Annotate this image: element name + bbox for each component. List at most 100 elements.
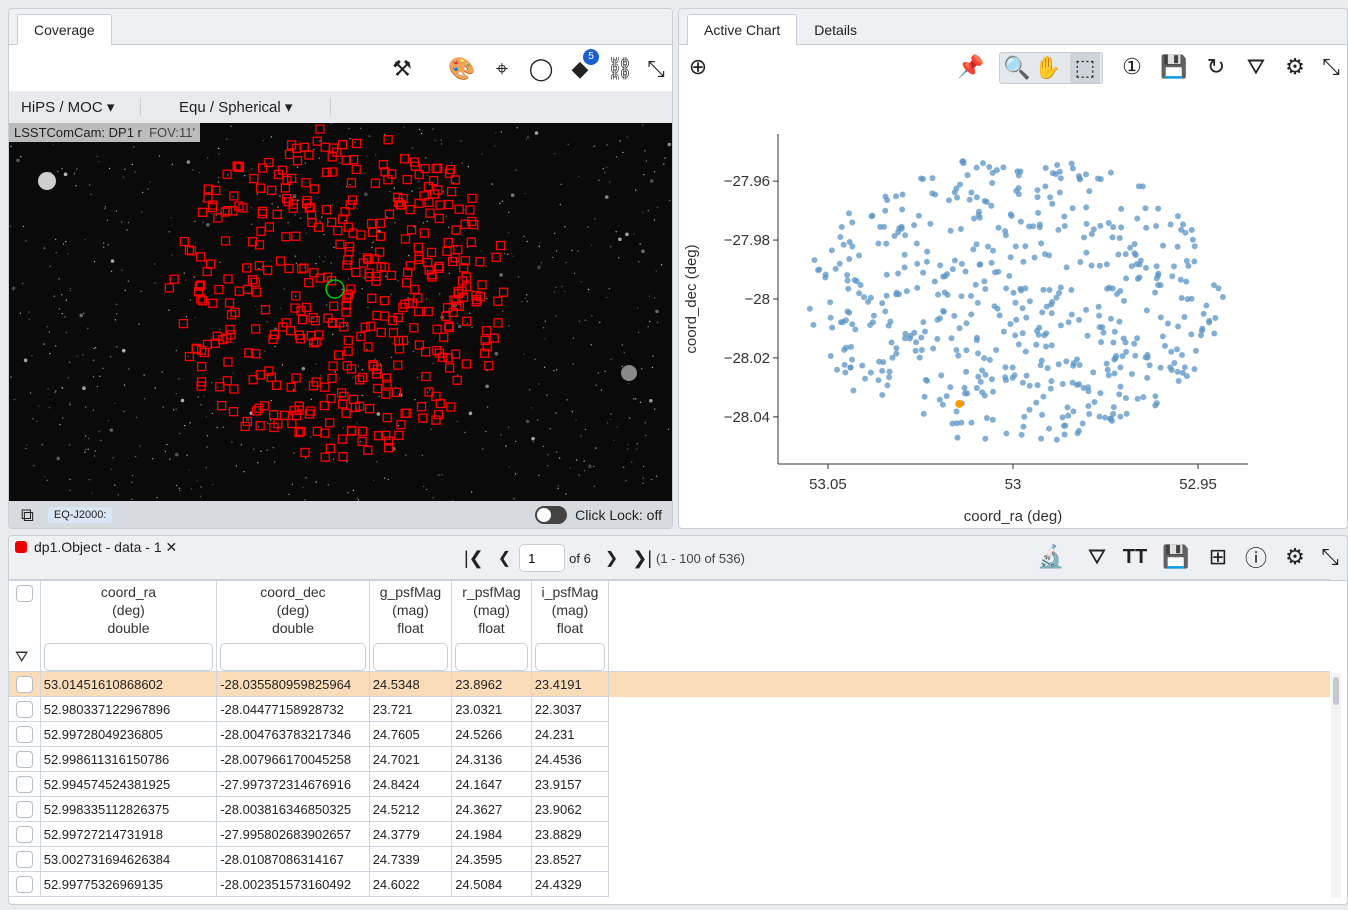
catalog-marker[interactable]	[469, 219, 479, 230]
scatter-point[interactable]	[1061, 431, 1068, 438]
scatter-point[interactable]	[1039, 309, 1046, 316]
scatter-point[interactable]	[1167, 221, 1174, 228]
scatter-point[interactable]	[867, 369, 874, 376]
scatter-point[interactable]	[883, 292, 890, 299]
catalog-marker[interactable]	[426, 270, 437, 280]
catalog-marker[interactable]	[460, 256, 471, 266]
scatter-point[interactable]	[841, 346, 848, 353]
cell-coord_dec[interactable]: -28.002351573160492	[216, 871, 370, 897]
catalog-marker[interactable]	[208, 298, 218, 308]
catalog-marker[interactable]	[299, 263, 309, 273]
catalog-marker[interactable]	[343, 346, 353, 356]
scatter-point[interactable]	[993, 347, 1000, 354]
catalog-marker[interactable]	[393, 335, 404, 346]
scatter-point[interactable]	[936, 315, 943, 322]
scatter-point[interactable]	[842, 317, 849, 324]
scatter-point[interactable]	[875, 377, 882, 384]
catalog-marker[interactable]	[226, 330, 236, 340]
catalog-marker[interactable]	[257, 208, 267, 219]
scatter-point[interactable]	[1134, 335, 1141, 342]
scatter-point[interactable]	[875, 240, 882, 247]
scatter-point[interactable]	[1088, 262, 1095, 269]
catalog-marker[interactable]	[271, 380, 282, 390]
scatter-point[interactable]	[1017, 168, 1024, 175]
scatter-point[interactable]	[1183, 278, 1190, 285]
cell-r_psfMag[interactable]: 23.8962	[451, 671, 532, 697]
catalog-marker[interactable]	[268, 410, 279, 420]
scatter-point[interactable]	[884, 382, 891, 389]
scatter-point[interactable]	[1034, 382, 1041, 389]
scatter-point[interactable]	[1183, 373, 1190, 380]
catalog-marker[interactable]	[264, 366, 274, 376]
catalog-marker[interactable]	[195, 252, 206, 262]
table-title-tab[interactable]: dp1.Object - data - 1 ✕	[34, 539, 178, 555]
catalog-marker[interactable]	[375, 218, 386, 228]
catalog-marker[interactable]	[340, 207, 350, 217]
catalog-marker[interactable]	[381, 373, 392, 383]
scatter-point[interactable]	[1174, 368, 1181, 375]
column-filter-input[interactable]	[43, 643, 214, 671]
scatter-point[interactable]	[1178, 294, 1185, 301]
catalog-marker[interactable]	[384, 443, 394, 453]
catalog-marker[interactable]	[366, 321, 376, 331]
scatter-point[interactable]	[1160, 242, 1167, 249]
scatter-point[interactable]	[954, 434, 961, 441]
scatter-point[interactable]	[1127, 244, 1134, 251]
catalog-marker[interactable]	[220, 207, 230, 217]
scatter-point[interactable]	[1123, 348, 1130, 355]
catalog-marker[interactable]	[402, 174, 412, 185]
catalog-marker[interactable]	[467, 193, 477, 204]
scatter-point[interactable]	[810, 321, 817, 328]
cell-coord_dec[interactable]: -27.997372314676916	[216, 771, 370, 797]
scatter-point[interactable]	[1206, 319, 1213, 326]
scatter-point[interactable]	[990, 247, 997, 254]
catalog-marker[interactable]	[196, 377, 207, 387]
scatter-point[interactable]	[1116, 391, 1123, 398]
catalog-marker[interactable]	[313, 222, 324, 232]
scatter-point[interactable]	[1038, 240, 1045, 247]
scatter-point[interactable]	[1157, 282, 1164, 289]
scatter-point[interactable]	[951, 257, 958, 264]
catalog-marker[interactable]	[325, 418, 335, 428]
cell-i_psfMag[interactable]: 22.3037	[530, 696, 610, 722]
scatter-point[interactable]	[1003, 430, 1010, 437]
catalog-marker[interactable]	[431, 415, 441, 425]
scatter-point[interactable]	[958, 419, 965, 426]
catalog-marker[interactable]	[248, 375, 258, 385]
catalog-marker[interactable]	[250, 324, 261, 334]
catalog-marker[interactable]	[184, 245, 195, 255]
cell-coord_ra[interactable]: 53.01451610868602	[39, 671, 218, 697]
cell-coord_dec[interactable]: -27.995802683902657	[216, 821, 370, 847]
scatter-point[interactable]	[947, 384, 954, 391]
scatter-point[interactable]	[856, 252, 863, 259]
tab-details[interactable]: Details	[814, 21, 858, 38]
scatter-point[interactable]	[1068, 160, 1075, 167]
scatter-point[interactable]	[1155, 205, 1162, 212]
scatter-point[interactable]	[964, 172, 971, 179]
catalog-marker[interactable]	[345, 200, 355, 210]
catalog-marker[interactable]	[338, 451, 348, 462]
scatter-point[interactable]	[1118, 205, 1125, 212]
scatter-point[interactable]	[1215, 285, 1222, 292]
catalog-marker[interactable]	[169, 274, 179, 284]
scatter-point[interactable]	[1143, 307, 1150, 314]
scatter-point[interactable]	[992, 269, 999, 276]
scatter-point[interactable]	[1033, 341, 1040, 348]
catalog-marker[interactable]	[349, 154, 359, 165]
scatter-point[interactable]	[986, 356, 993, 363]
catalog-marker[interactable]	[383, 175, 393, 185]
catalog-marker[interactable]	[228, 206, 238, 216]
scatter-point[interactable]	[806, 305, 813, 312]
catalog-marker[interactable]	[458, 263, 469, 273]
scatter-point[interactable]	[980, 160, 987, 167]
scatter-point[interactable]	[1184, 296, 1191, 303]
catalog-marker[interactable]	[481, 326, 492, 336]
catalog-marker[interactable]	[285, 326, 296, 336]
catalog-marker[interactable]	[335, 239, 345, 250]
catalog-marker[interactable]	[384, 209, 395, 219]
scatter-point[interactable]	[1105, 219, 1112, 226]
scatter-point[interactable]	[848, 343, 855, 350]
catalog-marker[interactable]	[364, 268, 374, 278]
scatter-point[interactable]	[967, 293, 974, 300]
catalog-marker[interactable]	[309, 338, 319, 348]
